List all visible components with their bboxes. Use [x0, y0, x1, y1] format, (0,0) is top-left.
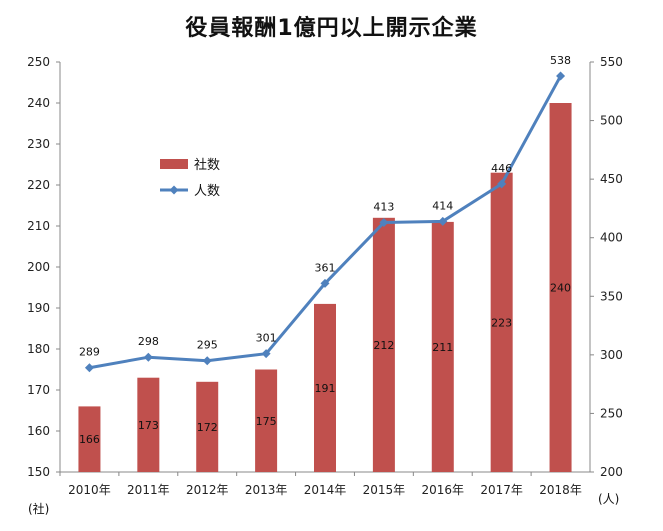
bar	[490, 172, 513, 472]
line-layer: 289 298 295 301 361 413 414 446 538	[79, 54, 571, 373]
left-axis-unit-label: (社)	[28, 502, 50, 516]
left-tick-label: 220	[27, 178, 50, 192]
line-point	[320, 278, 330, 288]
bar-data-label: 175	[256, 415, 277, 428]
line-data-label: 414	[432, 199, 453, 212]
line-point	[438, 216, 448, 226]
bar	[314, 303, 336, 472]
bar	[137, 377, 160, 472]
line-point	[379, 217, 389, 227]
left-tick-label: 250	[27, 55, 50, 69]
bar-data-label: 173	[138, 419, 159, 432]
left-tick-label: 210	[27, 219, 50, 233]
line-point	[556, 71, 566, 81]
x-tick-label: 2013年	[245, 483, 288, 497]
legend-bar-label: 社数	[194, 157, 220, 173]
line-point	[497, 179, 507, 189]
legend-line-marker	[169, 185, 179, 195]
left-tick-label: 170	[27, 383, 50, 397]
right-tick-label: 400	[600, 231, 623, 245]
x-tick-label: 2011年	[127, 483, 170, 497]
bar	[549, 103, 572, 472]
x-tick-label: 2010年	[68, 483, 111, 497]
legend-line-label: 人数	[194, 184, 220, 199]
line-data-label: 361	[315, 261, 336, 274]
bar	[372, 217, 395, 472]
line-data-label: 289	[79, 346, 100, 359]
right-tick-label: 250	[600, 406, 623, 420]
line-point	[202, 356, 212, 366]
right-axis-unit-label: (人)	[598, 492, 620, 506]
bar-data-label: 240	[550, 282, 571, 295]
bar-data-label: 223	[491, 316, 512, 329]
bar	[255, 369, 278, 472]
bar-data-label: 212	[373, 339, 394, 352]
line-data-label: 301	[256, 332, 277, 345]
x-tick-label: 2012年	[186, 483, 229, 497]
x-tick-label: 2018年	[539, 483, 582, 497]
legend-bar-swatch	[160, 159, 188, 169]
bars: 166 173 172 175 191 212 211 223 240	[78, 103, 572, 472]
line-data-label: 538	[550, 54, 571, 67]
bar	[78, 406, 101, 472]
left-tick-label: 180	[27, 342, 50, 356]
line-point	[143, 352, 153, 362]
bar	[431, 221, 454, 472]
chart-title: 役員報酬1億円以上開示企業	[185, 16, 478, 41]
bar	[196, 381, 219, 472]
left-tick-label: 160	[27, 424, 50, 438]
x-tick-label: 2016年	[422, 483, 465, 497]
left-tick-label: 150	[27, 465, 50, 479]
line-data-label: 295	[197, 339, 218, 352]
right-tick-label: 450	[600, 172, 623, 186]
right-tick-label: 550	[600, 55, 623, 69]
line-data-label: 413	[373, 200, 394, 213]
right-tick-label: 500	[600, 114, 623, 128]
right-tick-label: 350	[600, 289, 623, 303]
left-tick-label: 230	[27, 137, 50, 151]
bar-data-label: 211	[432, 341, 453, 354]
line-data-label: 298	[138, 335, 159, 348]
left-tick-label: 200	[27, 260, 50, 274]
x-tick-label: 2014年	[304, 483, 347, 497]
left-tick-label: 190	[27, 301, 50, 315]
bar-data-label: 166	[79, 433, 100, 446]
right-tick-label: 300	[600, 348, 623, 362]
line-data-label: 446	[491, 162, 512, 175]
x-tick-label: 2017年	[480, 483, 523, 497]
left-tick-label: 240	[27, 96, 50, 110]
x-tick-label: 2015年	[363, 483, 406, 497]
right-tick-label: 200	[600, 465, 623, 479]
bar-data-label: 191	[315, 382, 336, 395]
bar-data-label: 172	[197, 421, 218, 434]
line-point	[261, 349, 271, 359]
line-point	[84, 363, 94, 373]
